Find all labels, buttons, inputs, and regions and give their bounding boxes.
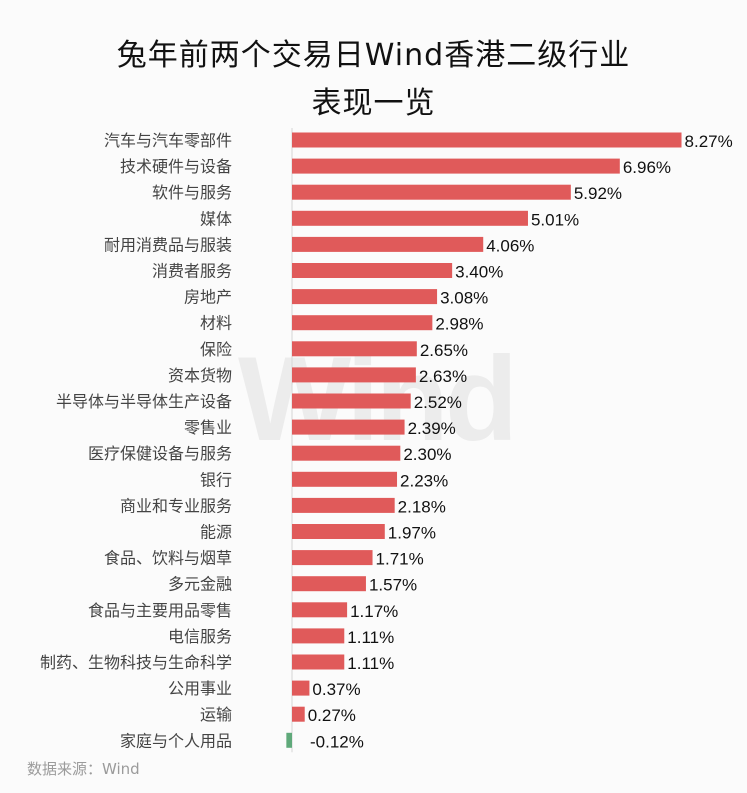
value-label: 1.97% (388, 524, 436, 543)
category-label: 半导体与半导体生产设备 (56, 392, 232, 411)
bar (292, 602, 348, 618)
bar (292, 210, 528, 226)
value-label: 2.30% (403, 445, 451, 464)
value-label: 3.08% (440, 289, 488, 308)
value-label: 3.40% (455, 263, 503, 282)
bar (292, 680, 310, 696)
value-label: 0.37% (312, 680, 360, 699)
value-label: -0.12% (310, 732, 364, 751)
bar (292, 471, 398, 487)
bar (292, 236, 484, 252)
value-label: 1.71% (376, 550, 424, 569)
bar (292, 497, 395, 513)
bar (292, 132, 682, 148)
category-label: 运输 (200, 705, 232, 724)
value-label: 2.39% (408, 419, 456, 438)
chart-title-line-2: 表现一览 (311, 86, 436, 121)
value-label: 8.27% (685, 132, 733, 151)
category-label: 材料 (200, 314, 232, 333)
value-label: 5.01% (531, 210, 579, 229)
bar (292, 184, 571, 200)
value-label: 1.57% (369, 576, 417, 595)
value-label: 2.52% (414, 393, 462, 412)
bar (292, 628, 345, 644)
bar (292, 393, 411, 409)
category-label: 软件与服务 (152, 183, 232, 202)
category-label: 食品、饮料与烟草 (104, 549, 232, 568)
category-label: 制药、生物科技与生命科学 (40, 653, 232, 672)
category-label: 电信服务 (168, 627, 232, 646)
category-label: 家庭与个人用品 (120, 731, 232, 750)
chart-title-line-1: 兔年前两个交易日Wind香港二级行业 (116, 38, 631, 73)
value-label: 2.63% (419, 367, 467, 386)
value-label: 2.98% (435, 315, 483, 334)
bar (292, 706, 305, 722)
category-label: 商业和专业服务 (120, 496, 232, 515)
category-label: 汽车与汽车零部件 (104, 131, 232, 150)
category-label: 保险 (200, 340, 232, 359)
bar (292, 576, 366, 592)
bar (292, 158, 620, 174)
category-label: 耐用消费品与服装 (104, 235, 232, 254)
bar (292, 263, 453, 278)
category-label: 资本货物 (168, 366, 232, 385)
category-label: 食品与主要用品零售 (88, 601, 232, 620)
bar (292, 654, 345, 670)
data-source-note: 数据来源：Wind (27, 760, 140, 778)
value-label: 2.23% (400, 471, 448, 490)
category-label: 能源 (200, 523, 232, 542)
category-label: 消费者服务 (152, 262, 232, 281)
category-label: 公用事业 (168, 679, 232, 698)
category-label: 零售业 (184, 418, 232, 437)
bar (292, 341, 417, 357)
bar (292, 367, 416, 383)
category-label: 媒体 (200, 209, 232, 228)
value-label: 2.65% (420, 341, 468, 360)
value-label: 1.11% (347, 654, 394, 673)
bar (292, 550, 373, 566)
value-label: 6.96% (623, 158, 671, 177)
bar (292, 289, 438, 305)
bar (292, 315, 433, 331)
category-label: 银行 (200, 470, 232, 489)
category-label: 房地产 (184, 288, 232, 307)
value-label: 5.92% (574, 184, 622, 203)
bar (292, 445, 401, 461)
category-label: 技术硬件与设备 (120, 157, 232, 176)
bar (292, 419, 405, 435)
category-label: 医疗保健设备与服务 (88, 444, 232, 463)
value-label: 1.11% (347, 628, 394, 647)
value-label: 1.17% (350, 602, 398, 621)
bar (292, 524, 385, 539)
value-label: 0.27% (308, 706, 356, 725)
value-label: 2.18% (398, 497, 446, 516)
category-label: 多元金融 (168, 575, 232, 594)
value-label: 4.06% (486, 236, 534, 255)
bar (286, 732, 292, 748)
